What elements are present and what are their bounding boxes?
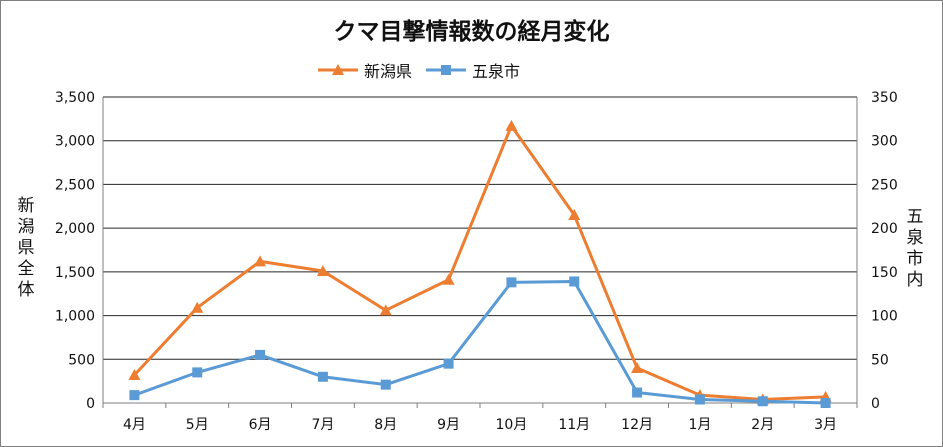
chart-title: クマ目撃情報数の経月変化	[333, 19, 610, 45]
right-tick-label: 100	[871, 309, 898, 325]
x-tick-label: 12月	[621, 417, 653, 433]
series-1-point	[254, 255, 267, 267]
left-tick-label: 2,500	[55, 177, 95, 193]
series-1-point	[316, 264, 329, 276]
series-2-point	[506, 277, 517, 288]
legend-item-series-2: 五泉市	[426, 58, 520, 82]
left-axis-label: 新潟県全体	[17, 196, 35, 300]
right-tick-label: 0	[871, 396, 880, 412]
series-1-point	[631, 362, 644, 374]
right-tick-label: 300	[871, 134, 898, 150]
series-2-point	[820, 398, 831, 408]
legend: 新潟県 五泉市	[318, 58, 520, 82]
series-2-point	[129, 390, 140, 401]
x-tick-label: 4月	[123, 417, 146, 433]
series-1-point	[505, 119, 518, 131]
series-2-point	[694, 394, 705, 405]
right-tick-label: 250	[871, 177, 898, 193]
series-2-point	[569, 276, 580, 287]
series-1-point	[568, 209, 581, 221]
left-tick-label: 3,000	[55, 134, 95, 150]
x-tick-label: 8月	[374, 417, 397, 433]
series-1-point	[128, 369, 141, 381]
series-2-point	[632, 387, 643, 398]
x-tick-label: 11月	[558, 417, 590, 433]
series-2-point	[757, 396, 768, 407]
legend-marker-series-2	[426, 65, 467, 75]
series-1-line	[133, 124, 826, 402]
series-1-point	[379, 304, 392, 316]
x-tick-label: 5月	[186, 417, 209, 433]
left-tick-label: 0	[86, 396, 95, 412]
left-tick-label: 3,500	[55, 90, 95, 106]
x-tick-label: 10月	[496, 417, 528, 433]
series-1-point	[191, 301, 204, 313]
right-axis-label: 五泉市内	[906, 207, 924, 290]
legend-label-series-1: 新潟県	[364, 62, 413, 81]
legend-item-series-1: 新潟県	[318, 58, 412, 82]
left-tick-label: 1,000	[55, 309, 95, 325]
right-tick-label: 200	[871, 221, 898, 237]
series-1-point	[442, 273, 455, 285]
right-tick-label: 150	[871, 265, 898, 281]
x-tick-label: 1月	[688, 417, 711, 433]
left-tick-label: 2,000	[55, 221, 95, 237]
x-tick-label: 9月	[437, 417, 460, 433]
legend-marker-series-1	[318, 64, 358, 75]
x-tick-label: 3月	[814, 417, 837, 433]
series-2-point	[255, 349, 266, 360]
legend-label-series-2: 五泉市	[472, 62, 521, 81]
series-2-point	[317, 371, 328, 382]
left-tick-label: 1,500	[55, 265, 95, 281]
left-tick-label: 500	[68, 352, 95, 368]
right-tick-label: 50	[871, 352, 889, 368]
x-tick-label: 7月	[311, 417, 334, 433]
x-tick-label: 2月	[751, 417, 774, 433]
right-tick-label: 350	[871, 90, 898, 106]
x-tick-label: 6月	[249, 417, 272, 433]
series-2-point	[192, 367, 203, 378]
series-2-point	[380, 379, 391, 390]
series-2-point	[443, 358, 454, 369]
series-2-line	[133, 279, 826, 405]
